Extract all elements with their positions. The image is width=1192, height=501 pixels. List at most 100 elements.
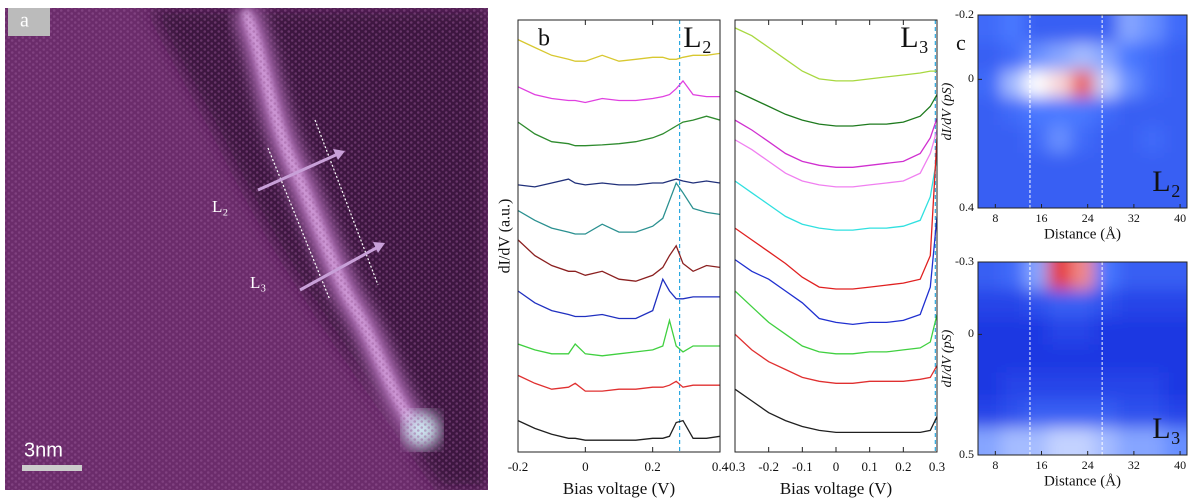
- heat-cell: [1024, 70, 1049, 99]
- heat-cell: [1001, 262, 1026, 291]
- heat-cell: [1070, 317, 1096, 346]
- data-line: [735, 117, 937, 168]
- heat-cell: [978, 372, 1003, 401]
- heat-cell: [1094, 427, 1119, 455]
- y-tick-label: 0: [968, 326, 974, 340]
- heat-cell: [1117, 180, 1142, 208]
- plot-area: [978, 262, 1187, 455]
- heat-cell: [1117, 125, 1142, 154]
- heat-cell: [1140, 317, 1165, 346]
- x-tick-label: 0: [833, 459, 840, 474]
- heat-cell: [1094, 399, 1119, 429]
- x-tick-label: -0.2: [758, 459, 779, 474]
- heat-cell: [1094, 317, 1119, 346]
- heat-cell: [1163, 42, 1187, 72]
- heat-cell: [1140, 70, 1165, 99]
- heat-cell: [1094, 125, 1119, 154]
- heat-cell: [1070, 152, 1096, 182]
- heat-cell: [1117, 70, 1142, 99]
- heat-cell: [1070, 427, 1096, 455]
- x-tick-label: 0: [582, 459, 589, 474]
- heat-cell: [978, 399, 1003, 429]
- scale-bar-label: 3nm: [24, 439, 63, 461]
- inset-label: L₂: [683, 21, 712, 54]
- x-axis-label: Bias voltage (V): [780, 479, 892, 498]
- data-line: [518, 79, 720, 104]
- inset-label: L₂: [1152, 165, 1181, 198]
- heat-cell: [1163, 344, 1187, 374]
- heat-cell: [1140, 372, 1165, 401]
- heat-cell: [1047, 125, 1072, 154]
- heat-cell: [1024, 125, 1049, 154]
- heat-cell: [1163, 70, 1187, 99]
- y-tick-label: 0: [968, 71, 974, 85]
- y-tick-label: 0.4: [959, 200, 974, 214]
- heat-cell: [1070, 180, 1096, 208]
- plot-area: [518, 20, 720, 452]
- heat-cell: [978, 344, 1003, 374]
- heat-cell: [1117, 42, 1142, 72]
- heat-cell: [1001, 399, 1026, 429]
- data-line: [518, 181, 720, 235]
- x-tick-label: 24: [1082, 458, 1094, 472]
- x-axis-label: Distance (Å): [1044, 226, 1121, 242]
- heat-cell: [1070, 42, 1096, 72]
- heat-cell: [1094, 15, 1119, 44]
- heat-cell: [1047, 344, 1072, 374]
- heat-cell: [1140, 125, 1165, 154]
- x-tick-label: 40: [1174, 211, 1186, 225]
- heat-cell: [1140, 344, 1165, 374]
- x-tick-label: 8: [992, 211, 998, 225]
- heat-cell: [1001, 180, 1026, 208]
- heat-cell: [978, 152, 1003, 182]
- heat-cell: [1140, 180, 1165, 208]
- heat-cell: [1117, 289, 1142, 319]
- heat-cell: [1001, 70, 1026, 99]
- heat-cell: [1163, 180, 1187, 208]
- x-tick-label: 0.1: [862, 459, 878, 474]
- plot-frame: [977, 14, 1188, 209]
- y-axis-label: dI/dV (a.u.): [497, 199, 514, 274]
- heat-cell: [1070, 344, 1096, 374]
- heat-cell: [1047, 262, 1072, 291]
- heat-cell: [1047, 42, 1072, 72]
- heat-cell: [978, 289, 1003, 319]
- heat-cell: [1070, 125, 1096, 154]
- data-line: [518, 317, 720, 357]
- heat-cell: [1163, 399, 1187, 429]
- heat-cell: [978, 427, 1003, 455]
- data-line: [518, 239, 720, 282]
- heat-cell: [1163, 152, 1187, 182]
- heat-cell: [1001, 372, 1026, 401]
- heat-cell: [1001, 15, 1026, 44]
- plot-frame: [977, 261, 1188, 456]
- heat-cell: [978, 97, 1003, 127]
- heat-cell: [978, 42, 1003, 72]
- heat-cell: [1001, 344, 1026, 374]
- x-tick-label: -0.2: [508, 459, 529, 474]
- heat-cell: [1001, 152, 1026, 182]
- heat-cell: [1047, 289, 1072, 319]
- data-line: [735, 27, 937, 82]
- stm-image: [5, 8, 488, 490]
- data-line: [518, 374, 720, 392]
- x-tick-label: 0.2: [895, 459, 911, 474]
- heat-cell: [1163, 317, 1187, 346]
- heat-cell: [1047, 372, 1072, 401]
- y-tick-label: -0.2: [955, 7, 974, 21]
- line-label: L₃: [250, 273, 266, 292]
- heat-cell: [1024, 289, 1049, 319]
- heat-cell: [1070, 289, 1096, 319]
- heat-cell: [1001, 42, 1026, 72]
- y-tick-label: -0.3: [955, 254, 974, 268]
- heat-cell: [978, 125, 1003, 154]
- heat-cell: [1117, 97, 1142, 127]
- y-axis-label: dI/dV (pS): [940, 329, 955, 387]
- panel-label: a: [20, 10, 29, 32]
- heat-cell: [978, 180, 1003, 208]
- heat-cell: [1070, 70, 1096, 99]
- heat-cell: [1070, 97, 1096, 127]
- heat-cell: [1117, 344, 1142, 374]
- heat-cell: [978, 15, 1003, 44]
- heat-cell: [1024, 344, 1049, 374]
